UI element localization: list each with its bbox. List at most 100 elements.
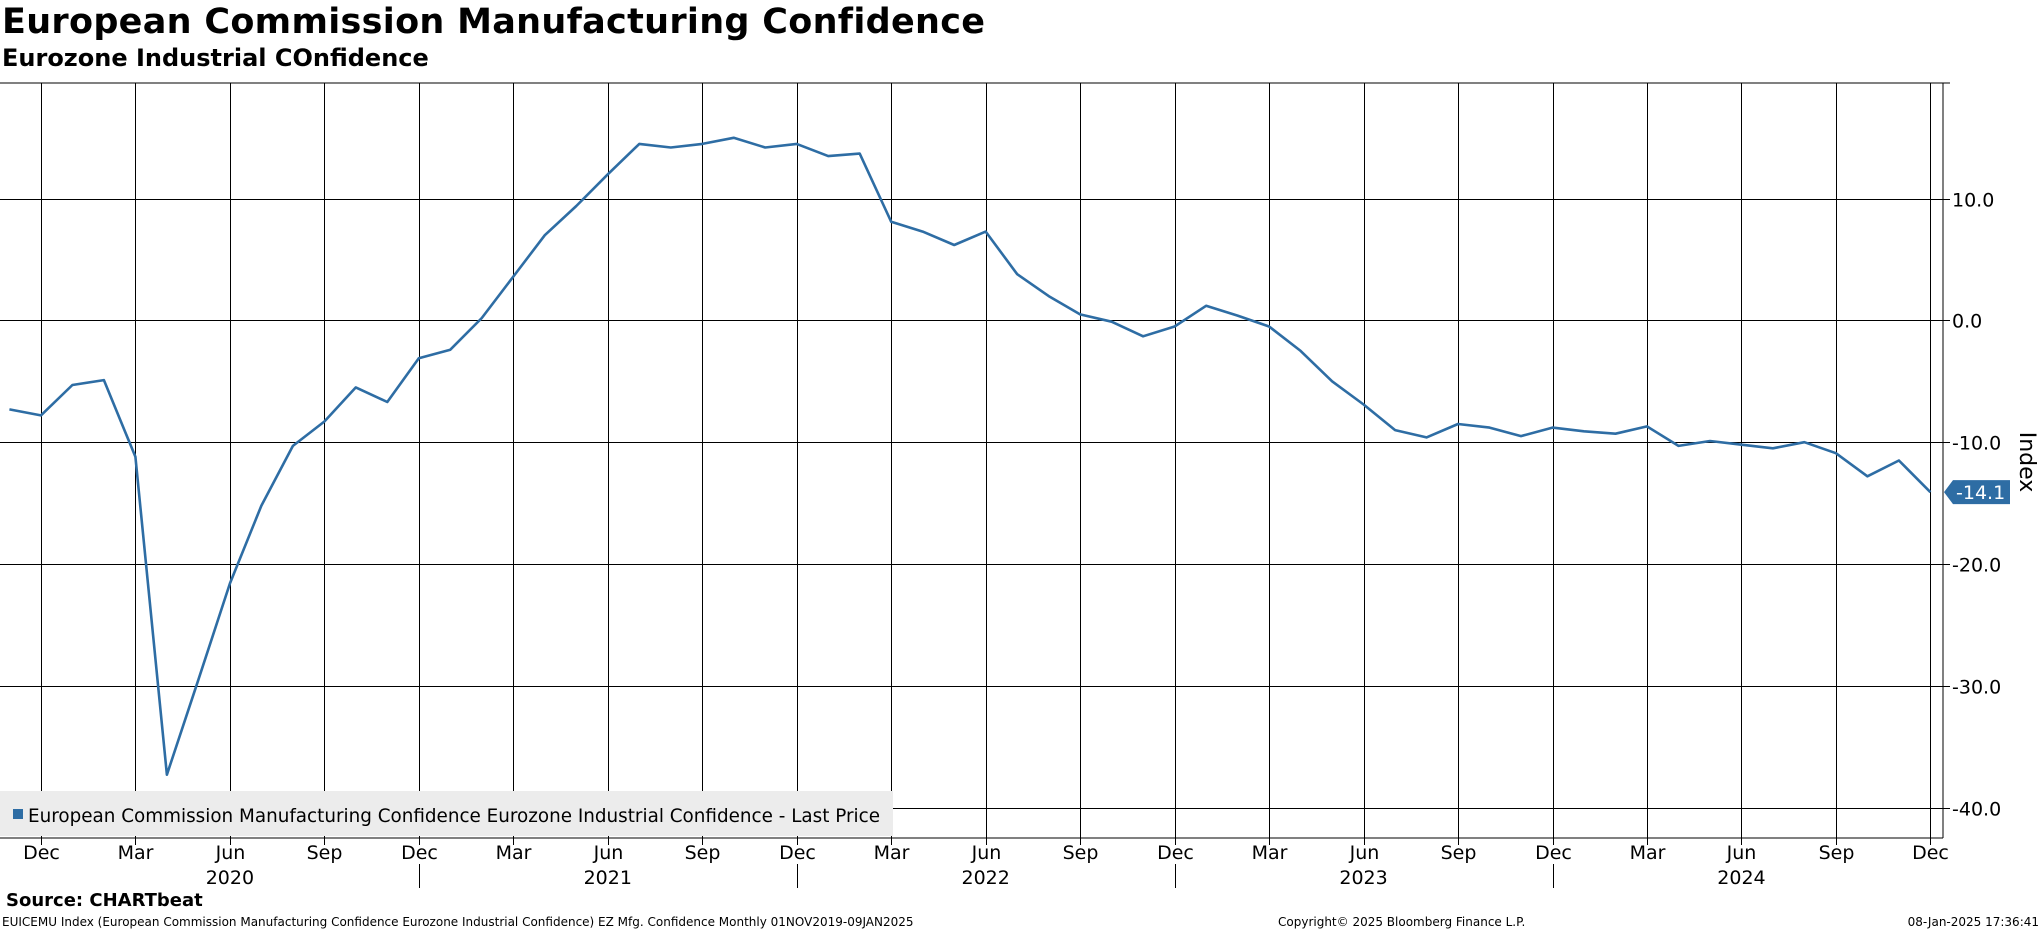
x-year-label: 2024 <box>1717 867 1765 889</box>
data-point <box>166 773 169 776</box>
legend-label: European Commission Manufacturing Confid… <box>28 805 880 827</box>
data-point <box>1268 325 1271 328</box>
data-point <box>292 445 295 448</box>
data-point <box>449 348 452 351</box>
data-point <box>103 379 106 382</box>
x-month-label: Jun <box>215 842 246 864</box>
data-point <box>732 137 735 140</box>
x-year-label: 2021 <box>584 867 632 889</box>
data-point <box>984 230 987 233</box>
x-month-label: Dec <box>1157 842 1194 864</box>
data-point <box>764 146 767 149</box>
x-month-label: Jun <box>971 842 1002 864</box>
data-point <box>1488 426 1491 429</box>
data-point <box>1110 320 1113 323</box>
y-tick-label: -10.0 <box>1952 433 2001 455</box>
x-month-label: Dec <box>401 842 438 864</box>
data-point <box>229 582 232 585</box>
data-point <box>953 244 956 247</box>
y-tick-label: -40.0 <box>1952 799 2001 821</box>
y-axis-label: Index <box>2014 432 2039 493</box>
ticker-info: EUICEMU Index (European Commission Manuf… <box>2 915 914 929</box>
data-point <box>795 143 798 146</box>
x-month-label: Mar <box>874 842 910 864</box>
data-point <box>1898 459 1901 462</box>
data-point <box>1425 436 1428 439</box>
legend-swatch <box>13 809 23 819</box>
data-point <box>1646 425 1649 428</box>
x-month-label: Mar <box>1252 842 1288 864</box>
series-line <box>9 136 1932 777</box>
data-point <box>1299 350 1302 353</box>
series-layer <box>8 136 1932 777</box>
data-point <box>1677 445 1680 448</box>
last-value-badge <box>1944 480 2010 505</box>
data-point <box>1803 441 1806 444</box>
data-point <box>638 143 641 146</box>
data-point <box>1457 423 1460 426</box>
data-point <box>1047 295 1050 298</box>
data-point <box>921 230 924 233</box>
data-point <box>827 155 830 158</box>
data-point <box>1079 313 1082 316</box>
data-point <box>858 152 861 155</box>
data-point <box>481 317 484 320</box>
data-point <box>575 205 578 208</box>
x-month-label: Sep <box>307 842 343 864</box>
data-point <box>1929 491 1932 494</box>
x-month-label: Mar <box>1630 842 1666 864</box>
data-point <box>544 234 547 237</box>
data-point <box>1709 440 1712 443</box>
copyright: Copyright© 2025 Bloomberg Finance L.P. <box>1278 915 1526 929</box>
data-point <box>1236 314 1239 317</box>
x-month-label: Sep <box>1063 842 1099 864</box>
data-point <box>670 146 673 149</box>
data-point <box>701 143 704 146</box>
data-point <box>323 420 326 423</box>
y-tick-label: 0.0 <box>1952 311 1982 333</box>
data-point <box>1583 430 1586 433</box>
y-tick-label: -20.0 <box>1952 555 2001 577</box>
source-label: Source: CHARTbeat <box>6 890 203 911</box>
data-point <box>1866 475 1869 478</box>
x-month-label: Dec <box>23 842 60 864</box>
data-point <box>1614 432 1617 435</box>
x-month-label: Sep <box>685 842 721 864</box>
data-point <box>512 275 515 278</box>
x-month-label: Sep <box>1819 842 1855 864</box>
data-point <box>260 504 263 507</box>
x-month-label: Dec <box>1535 842 1572 864</box>
data-point <box>1772 447 1775 450</box>
last-value-label: -14.1 <box>1956 482 2005 504</box>
x-month-label: Dec <box>1912 842 1949 864</box>
data-point <box>386 401 389 404</box>
x-month-label: Jun <box>593 842 624 864</box>
last-value-marker: -14.1 <box>1944 480 2010 505</box>
data-point <box>1362 403 1365 406</box>
x-year-label: 2020 <box>206 867 254 889</box>
data-point <box>1835 452 1838 455</box>
data-point <box>134 456 137 459</box>
data-point <box>71 384 74 387</box>
legend: European Commission Manufacturing Confid… <box>0 791 893 836</box>
data-point <box>418 357 421 360</box>
data-point <box>8 408 11 411</box>
x-month-label: Sep <box>1441 842 1477 864</box>
x-month-label: Mar <box>496 842 532 864</box>
data-point <box>1740 443 1743 446</box>
data-point <box>1016 273 1019 276</box>
x-year-label: 2023 <box>1339 867 1387 889</box>
data-point <box>355 386 358 389</box>
y-tick-label: -30.0 <box>1952 677 2001 699</box>
data-point <box>1551 426 1554 429</box>
legend-background <box>0 791 893 836</box>
x-month-label: Jun <box>1726 842 1757 864</box>
data-point <box>1142 335 1145 338</box>
data-point <box>1331 380 1334 383</box>
data-point <box>607 173 610 176</box>
chart-title: European Commission Manufacturing Confid… <box>2 2 986 42</box>
x-month-label: Dec <box>779 842 816 864</box>
timestamp: 08-Jan-2025 17:36:41 <box>1907 915 2039 929</box>
